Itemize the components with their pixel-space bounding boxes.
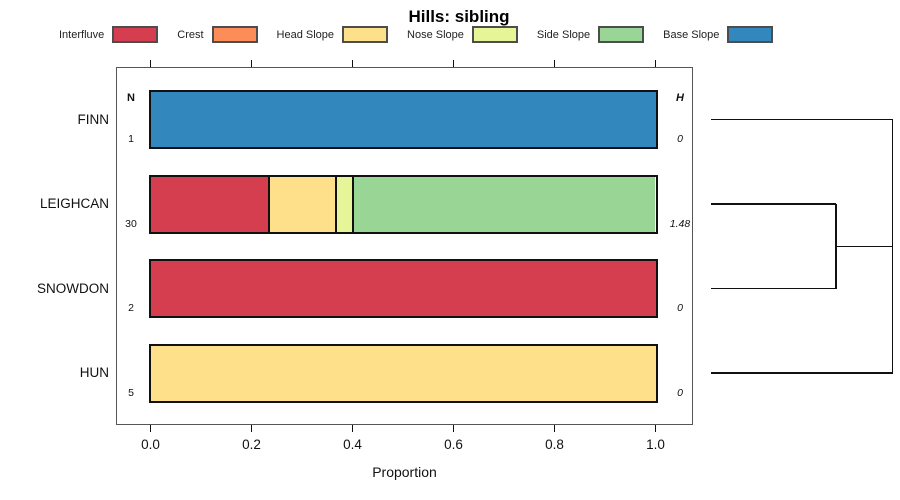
- stacked-bar-row: [148, 90, 658, 149]
- x-axis-tick-label: 0.4: [343, 437, 362, 452]
- legend-item: Interfluve: [59, 26, 159, 43]
- legend-item: Base Slope: [663, 26, 774, 43]
- h-value: 0: [677, 302, 683, 314]
- legend-swatch: [598, 26, 645, 43]
- legend-item: Nose Slope: [407, 26, 518, 43]
- x-axis-tick-label: 0.8: [545, 437, 564, 452]
- bar-segment-interfluve: [150, 261, 656, 316]
- x-axis-tick-top: [149, 60, 152, 67]
- legend-label: Crest: [177, 28, 204, 41]
- x-axis-tick-label: 0.2: [242, 437, 261, 452]
- x-axis-tick-label: 0.0: [141, 437, 160, 452]
- n-value: 1: [128, 133, 134, 145]
- x-axis-tick-top: [553, 60, 556, 67]
- x-axis-tick-bottom: [250, 424, 253, 432]
- x-axis-tick-bottom: [654, 424, 657, 432]
- n-value: 30: [125, 217, 137, 230]
- x-axis-tick-bottom: [553, 424, 556, 432]
- x-axis-tick-top: [250, 60, 253, 67]
- bar-segment-head-slope: [268, 176, 336, 232]
- bar-segment-nose-slope: [335, 176, 353, 232]
- legend-label: Interfluve: [59, 28, 105, 41]
- y-axis-category-label: FINN: [77, 111, 110, 127]
- legend-label: Head Slope: [276, 28, 335, 41]
- legend-swatch: [342, 26, 389, 43]
- y-axis-category-label: LEIGHCAN: [39, 196, 109, 211]
- h-value: 0: [677, 386, 683, 399]
- legend-item: Side Slope: [536, 26, 645, 43]
- dendrogram-segment: [891, 119, 894, 373]
- legend-label: Base Slope: [663, 28, 720, 41]
- dendrogram-segment: [711, 372, 893, 374]
- legend: Interfluve Crest Head Slope Nose Slope Side …: [59, 26, 774, 43]
- y-axis-category-label: HUN: [79, 365, 109, 380]
- x-axis-tick-label: 1.0: [646, 437, 665, 452]
- x-axis-tick-bottom: [351, 424, 354, 432]
- legend-swatch: [211, 26, 258, 43]
- n-column-header: N: [127, 92, 135, 104]
- h-value: 0: [677, 133, 683, 145]
- legend-label: Nose Slope: [407, 28, 464, 41]
- n-value: 5: [128, 386, 134, 399]
- legend-item: Crest: [177, 26, 258, 43]
- legend-swatch: [727, 26, 774, 43]
- stacked-bar-row: [148, 174, 658, 234]
- legend-item: Head Slope: [277, 26, 389, 43]
- bar-segment-side-slope: [352, 176, 656, 232]
- h-column-header: H: [676, 92, 684, 104]
- legend-swatch: [471, 26, 518, 43]
- dendrogram-segment: [711, 287, 837, 290]
- x-axis-tick-top: [351, 60, 354, 67]
- dendrogram-segment: [711, 118, 893, 121]
- legend-swatch: [112, 26, 159, 43]
- bar-segment-head-slope: [150, 345, 656, 401]
- dendrogram-segment: [711, 203, 837, 205]
- n-value: 2: [128, 302, 134, 314]
- legend-label: Side Slope: [536, 28, 591, 41]
- bar-segment-base-slope: [150, 92, 656, 147]
- x-axis-tick-label: 0.6: [444, 437, 463, 452]
- chart-title: Hills: sibling: [408, 7, 510, 26]
- stacked-bar-row: [148, 259, 658, 318]
- x-axis-tick-bottom: [149, 424, 152, 432]
- stacked-bar-row: [148, 343, 658, 403]
- x-axis-tick-top: [654, 60, 657, 67]
- dendrogram-segment: [836, 245, 893, 247]
- y-axis-category-label: SNOWDON: [37, 280, 109, 296]
- x-axis-title: Proportion: [372, 464, 437, 480]
- h-value: 1.48: [669, 217, 691, 230]
- x-axis-tick-top: [452, 60, 455, 67]
- x-axis-tick-bottom: [452, 424, 455, 432]
- bar-segment-interfluve: [150, 176, 269, 232]
